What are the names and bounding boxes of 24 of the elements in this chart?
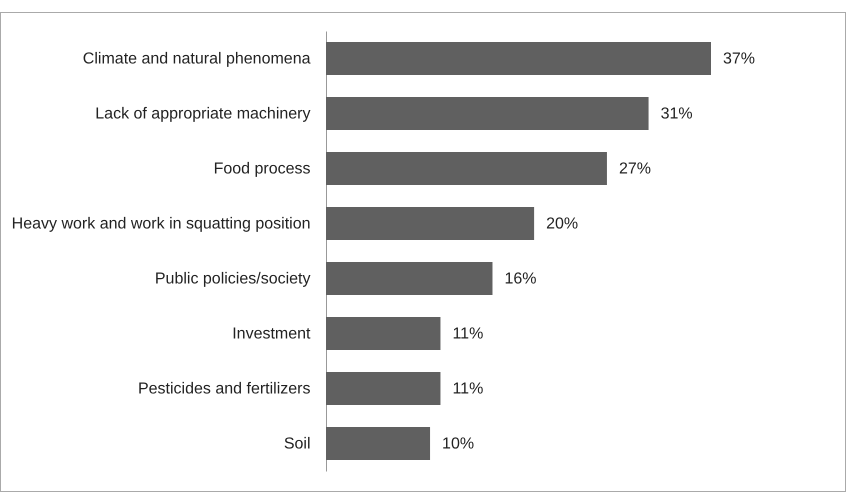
y-tick-label: Public policies/society bbox=[154, 270, 310, 288]
bar bbox=[326, 262, 492, 295]
y-tick-label: Heavy work and work in squatting position bbox=[12, 216, 310, 232]
data-label: 16% bbox=[504, 270, 537, 288]
y-tick-label: Soil bbox=[284, 436, 310, 452]
data-label: 11% bbox=[452, 380, 484, 398]
y-tick-label: Investment bbox=[232, 326, 312, 342]
y-tick-label: Pesticides and fertilizers bbox=[138, 380, 310, 398]
data-label: 11% bbox=[452, 326, 484, 342]
bar bbox=[326, 207, 534, 240]
bar bbox=[326, 317, 440, 350]
data-label: 27% bbox=[618, 160, 651, 178]
bar bbox=[326, 427, 430, 460]
y-tick-label: Climate and natural phenomena bbox=[82, 50, 311, 68]
data-label: 37% bbox=[723, 50, 756, 68]
bar bbox=[326, 372, 440, 405]
y-tick-label: Lack of appropriate machinery bbox=[95, 106, 310, 122]
data-label: 10% bbox=[442, 436, 474, 452]
data-label: 20% bbox=[546, 216, 578, 232]
y-tick-label: Food process bbox=[214, 160, 310, 178]
bar bbox=[326, 97, 649, 130]
bar bbox=[326, 42, 711, 75]
data-label: 31% bbox=[660, 106, 693, 122]
bar bbox=[326, 152, 607, 185]
